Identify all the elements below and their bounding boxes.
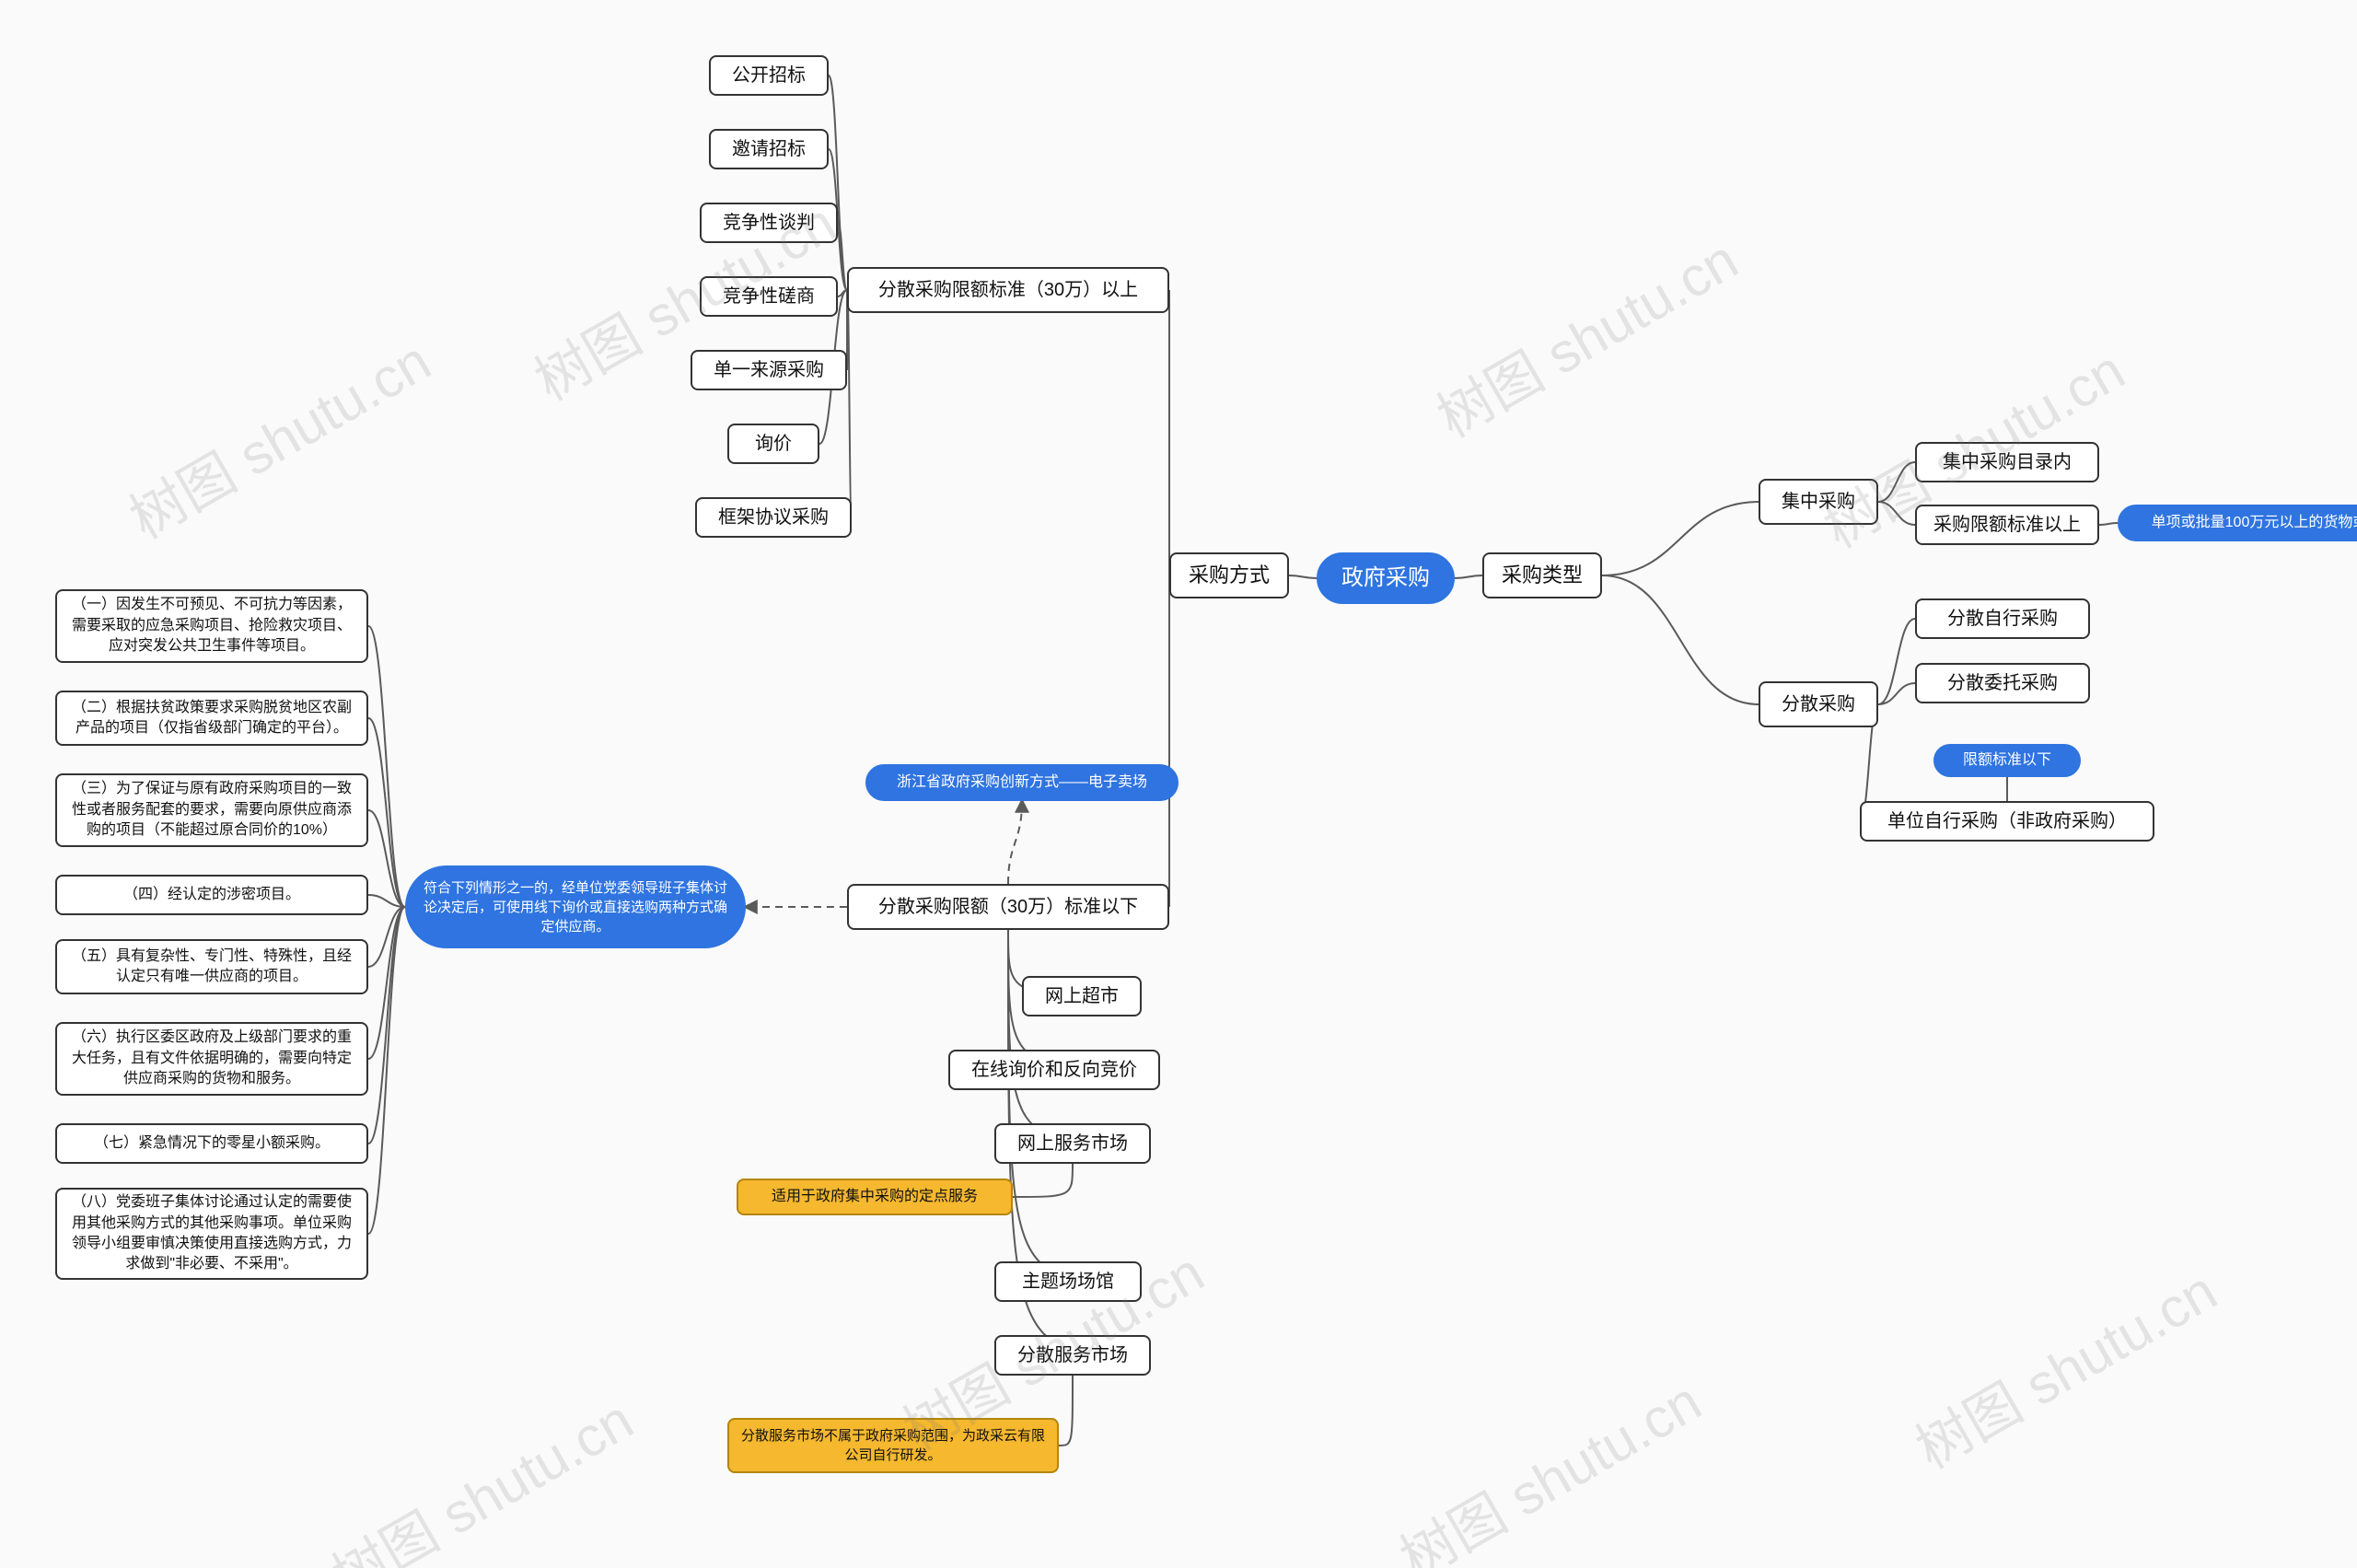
edge-t-cent-t-cent-2 [1878,502,1915,525]
edge-ml-left-c3 [368,810,405,907]
node-t-dist: 分散采购 [1759,681,1878,727]
node-ml-anno: 浙江省政府采购创新方式——电子卖场 [865,764,1178,801]
edge-root-method [1289,575,1317,578]
watermark-7: 树图 shutu.cn [1899,1248,2229,1484]
edge-ml-left-c5 [368,907,405,967]
edge-ml-left-c6 [368,907,405,1059]
watermark-0: 树图 shutu.cn [113,318,443,554]
node-t-cent-2: 采购限额标准以上 [1915,505,2099,545]
edge-m-lower-ml-3 [1008,930,1151,1144]
node-c3: （三）为了保证与原有政府采购项目的一致性或者服务配套的要求，需要向原供应商添购的… [55,773,368,847]
watermark-2: 树图 shutu.cn [1421,216,1750,453]
node-type: 采购类型 [1482,552,1602,598]
node-m-lower: 分散采购限额（30万）标准以下 [847,884,1169,930]
watermark-6: 树图 shutu.cn [1384,1358,1713,1568]
node-ml-left: 符合下列情形之一的，经单位党委领导班子集体讨论决定后，可使用线下询价或直接选购两… [405,865,746,948]
node-ml-2: 在线询价和反向竞价 [948,1050,1160,1090]
node-mu-5: 单一来源采购 [691,350,847,390]
edge-ml-left-c2 [368,718,405,907]
node-c6: （六）执行区委区政府及上级部门要求的重大任务，且有文件依据明确的，需要向特定供应… [55,1022,368,1096]
edge-t-cent-2-t-cent-2a [2099,523,2118,525]
node-root: 政府采购 [1317,552,1455,604]
node-t-dist-3a: 限额标准以下 [1933,744,2081,777]
node-mu-7: 框架协议采购 [695,497,852,538]
edge-m-upper-mu-1 [829,75,847,290]
node-method: 采购方式 [1169,552,1289,598]
edge-m-lower-ml-anno [1008,801,1022,884]
node-t-dist-1: 分散自行采购 [1915,598,2090,639]
node-c5: （五）具有复杂性、专门性、特殊性，且经认定只有唯一供应商的项目。 [55,939,368,994]
edge-m-upper-mu-4 [838,290,847,296]
node-mu-1: 公开招标 [709,55,829,96]
node-mu-2: 邀请招标 [709,129,829,169]
node-t-cent-2a: 单项或批量100万元以上的货物或服务 [2118,505,2357,541]
edge-ml-3-ml-3a [1013,1164,1073,1197]
edge-type-t-dist [1602,575,1759,704]
edge-ml-left-c1 [368,626,405,907]
node-ml-4: 主题场场馆 [994,1261,1142,1302]
node-ml-3: 网上服务市场 [994,1123,1151,1164]
node-c4: （四）经认定的涉密项目。 [55,875,368,915]
node-ml-5: 分散服务市场 [994,1335,1151,1376]
edge-t-cent-t-cent-1 [1878,462,1915,502]
node-t-cent: 集中采购 [1759,479,1878,525]
edge-m-upper-mu-3 [838,223,847,290]
edge-t-dist-t-dist-2 [1878,683,1915,704]
node-ml-3a: 适用于政府集中采购的定点服务 [737,1179,1013,1215]
node-mu-4: 竞争性磋商 [700,276,838,317]
edge-ml-5-ml-5a [1059,1376,1073,1446]
node-ml-1: 网上超市 [1022,976,1142,1016]
node-c2: （二）根据扶贫政策要求采购脱贫地区农副产品的项目（仅指省级部门确定的平台）。 [55,691,368,746]
edge-ml-left-c4 [368,895,405,907]
edge-type-t-cent [1602,502,1759,575]
node-mu-6: 询价 [727,424,819,464]
node-ml-5a: 分散服务市场不属于政府采购范围，为政采云有限公司自行研发。 [727,1418,1059,1473]
edge-ml-left-c8 [368,907,405,1234]
node-m-upper: 分散采购限额标准（30万）以上 [847,267,1169,313]
edge-m-upper-mu-7 [847,290,852,517]
node-t-dist-2: 分散委托采购 [1915,663,2090,703]
node-c8: （八）党委班子集体讨论通过认定的需要使用其他采购方式的其他采购事项。单位采购领导… [55,1188,368,1280]
watermark-4: 树图 shutu.cn [316,1376,645,1568]
node-c1: （一）因发生不可预见、不可抗力等因素，需要采取的应急采购项目、抢险救灾项目、应对… [55,589,368,663]
node-t-cent-1: 集中采购目录内 [1915,442,2099,482]
edge-t-dist-t-dist-1 [1878,619,1915,704]
edge-ml-left-c7 [368,907,405,1144]
node-mu-3: 竞争性谈判 [700,203,838,243]
node-c7: （七）紧急情况下的零星小额采购。 [55,1123,368,1164]
edge-root-type [1455,575,1482,578]
node-t-dist-3: 单位自行采购（非政府采购） [1860,801,2154,842]
